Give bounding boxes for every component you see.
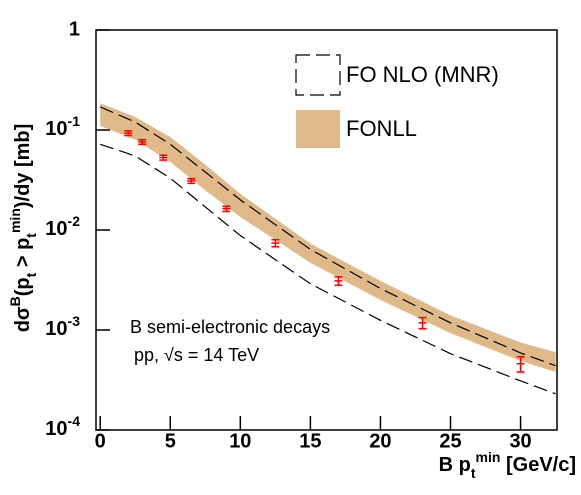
- annotation: pp, √s = 14 TeV: [134, 345, 259, 365]
- x-tick-label: 20: [369, 430, 391, 452]
- y-tick-label: 10-4: [45, 413, 80, 441]
- data-point: [124, 130, 133, 137]
- y-tick-label: 10-3: [45, 313, 80, 341]
- label-part: (p: [12, 277, 34, 296]
- data-point: [516, 356, 525, 373]
- y-tick-base: 10: [45, 218, 67, 240]
- label-part: B: [7, 296, 23, 306]
- data-point: [159, 154, 168, 161]
- label-part: B p: [439, 454, 471, 476]
- fo-nlo-line: [100, 143, 556, 395]
- y-tick-exponent: -4: [68, 413, 81, 429]
- plot-frame: [95, 29, 558, 431]
- y-tick-label: 10-1: [45, 113, 80, 141]
- label-part: )/dy [mb]: [12, 124, 34, 208]
- data-point: [418, 316, 427, 330]
- legend-swatch: [296, 110, 340, 148]
- fonll-band: [100, 103, 556, 373]
- x-tick-label: 0: [95, 430, 106, 452]
- x-axis-label: B ptmin [GeV/c]: [439, 449, 576, 481]
- y-tick-base: 10: [45, 318, 67, 340]
- data-point: [334, 276, 343, 287]
- data-point: [222, 205, 231, 213]
- data-point: [271, 238, 280, 248]
- y-tick-exponent: -1: [68, 113, 81, 129]
- y-tick-base: 10: [45, 418, 67, 440]
- label-part: dσ: [12, 306, 34, 332]
- label-part: > p: [12, 238, 34, 273]
- y-tick-exponent: -3: [68, 313, 81, 329]
- data-point: [138, 138, 147, 146]
- legend-label: FO NLO (MNR): [346, 62, 499, 87]
- y-tick-label: 10-2: [45, 213, 80, 241]
- label-part: t: [23, 272, 39, 277]
- legend-swatch: [295, 54, 341, 96]
- label-part: [GeV/c]: [500, 454, 576, 476]
- x-tick-label: 5: [165, 430, 176, 452]
- y-axis-label: dσB(pt > ptmin)/dy [mb]: [7, 124, 39, 333]
- y-tick-label: 1: [69, 18, 80, 40]
- fo-nlo-line: [99, 106, 556, 367]
- label-part: t: [23, 233, 39, 238]
- y-tick-base: 10: [45, 118, 67, 140]
- x-tick-label: 10: [229, 430, 251, 452]
- data-point: [187, 177, 196, 185]
- x-tick-label: 30: [509, 430, 531, 452]
- legend-label: FONLL: [346, 116, 417, 141]
- label-part: t: [471, 465, 476, 481]
- label-part: min: [476, 449, 501, 465]
- y-tick-exponent: -2: [68, 213, 81, 229]
- label-part: min: [7, 208, 23, 233]
- x-tick-label: 25: [439, 430, 461, 452]
- annotation: B semi-electronic decays: [130, 317, 330, 337]
- x-tick-label: 15: [299, 430, 321, 452]
